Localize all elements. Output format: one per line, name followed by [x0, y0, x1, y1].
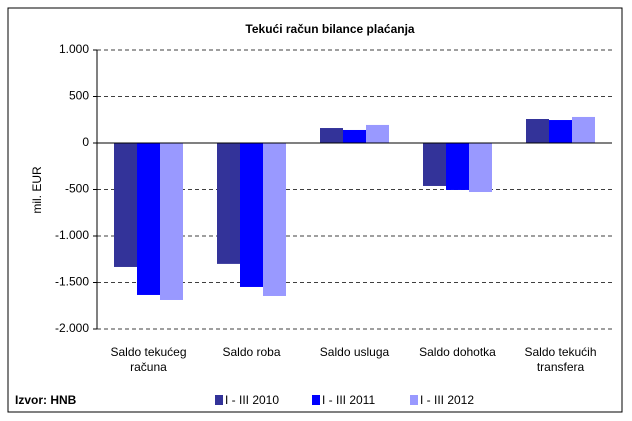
source: Izvor: HNB [15, 393, 77, 407]
bar [423, 143, 446, 186]
x-tick-label: Saldo usluga [319, 345, 390, 359]
bar [526, 119, 549, 143]
bar [366, 124, 389, 143]
legend-label: I - III 2011 [322, 393, 375, 407]
bar [469, 143, 492, 193]
y-axis-label: mil. EUR [30, 166, 44, 214]
x-tick-label: Saldo dohotka [419, 345, 496, 359]
bar [549, 120, 572, 143]
bar [343, 129, 366, 143]
bar [217, 143, 240, 264]
y-tick-label: 500 [69, 89, 89, 103]
legend-label: I - III 2012 [420, 393, 474, 407]
bar [263, 143, 286, 296]
bar [160, 143, 183, 300]
legend-swatch [215, 395, 223, 405]
bar [240, 143, 263, 287]
chart-title: Tekući račun bilance plaćanja [245, 22, 415, 36]
y-tick-label: 1.000 [59, 42, 89, 56]
bar [114, 143, 137, 267]
bar [320, 128, 343, 143]
bar [572, 116, 595, 143]
legend-swatch [410, 395, 418, 405]
legend-label: I - III 2010 [225, 393, 279, 407]
y-tick-label: -500 [65, 182, 89, 196]
y-tick-label: -1.000 [55, 228, 89, 242]
bar [446, 143, 469, 190]
y-tick-label: -2.000 [55, 321, 89, 335]
y-tick-label: 0 [82, 135, 89, 149]
chart-border [7, 7, 623, 413]
x-tick-label: Saldo roba [222, 345, 281, 359]
x-tick-label: Saldo tekućeg računa [110, 345, 187, 374]
y-tick-label: -1.500 [55, 275, 89, 289]
bar [137, 143, 160, 295]
x-tick-label: Saldo tekućih transfera [524, 345, 597, 374]
legend-swatch [312, 395, 320, 405]
